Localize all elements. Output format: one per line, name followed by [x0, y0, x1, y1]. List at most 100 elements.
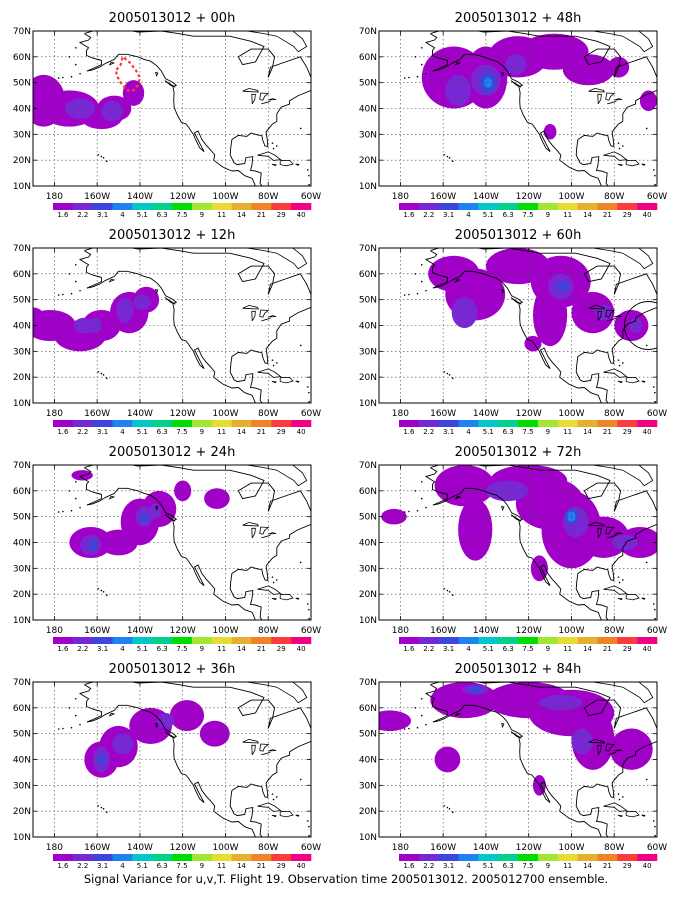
- colorbar-swatch: [53, 420, 74, 427]
- coastline: [257, 368, 282, 378]
- island: [100, 806, 103, 809]
- island: [645, 778, 648, 781]
- colorbar-label: 7.5: [522, 211, 533, 219]
- coastline: [164, 514, 176, 522]
- coastline: [605, 743, 616, 752]
- island: [62, 727, 64, 730]
- lon-tick-label: 140W: [127, 843, 153, 853]
- colorbar-label: 5.1: [137, 645, 148, 653]
- colorbar-label: 40: [643, 645, 652, 653]
- island: [308, 834, 310, 837]
- colorbar-swatch: [498, 203, 519, 210]
- colorbar-swatch: [537, 203, 559, 210]
- colorbar-label: 2.2: [423, 428, 434, 436]
- island: [308, 608, 310, 611]
- coastline: [597, 310, 602, 322]
- island: [70, 292, 73, 295]
- map-panel-3: 2005013012 + 24h 70N 60N 50N 40N 30N 20N 10N 180…: [13, 445, 321, 653]
- lon-tick-label: 180: [392, 843, 409, 853]
- island: [645, 344, 648, 347]
- colorbar-swatch: [478, 203, 499, 210]
- colorbar-swatch: [597, 637, 618, 644]
- lat-tick-label: 20N: [13, 373, 31, 383]
- coastline: [155, 505, 159, 512]
- colorbar-label: 29: [277, 645, 286, 653]
- variance-contour: [445, 74, 471, 106]
- island: [100, 372, 103, 375]
- coastline: [259, 92, 270, 101]
- variance-contour: [204, 488, 230, 509]
- coastline: [295, 597, 300, 600]
- coastline: [78, 31, 311, 186]
- lat-tick-label: 70N: [359, 27, 377, 37]
- lat-tick-label: 50N: [13, 79, 31, 89]
- colorbar-label: 2.2: [423, 645, 434, 653]
- colorbar-label: 1.6: [403, 211, 415, 219]
- lat-tick-label: 20N: [13, 807, 31, 817]
- lon-tick-label: 80W: [258, 626, 278, 636]
- colorbar-swatch: [518, 420, 539, 427]
- lon-tick-label: 140W: [473, 192, 499, 202]
- island: [308, 825, 310, 828]
- colorbar-label: 14: [237, 211, 246, 219]
- island: [275, 362, 278, 364]
- coastline: [279, 593, 294, 601]
- island: [408, 293, 410, 296]
- colorbar-swatch: [211, 420, 232, 427]
- island: [443, 804, 446, 807]
- colorbar-swatch: [271, 637, 292, 644]
- lat-tick-label: 40N: [13, 756, 31, 766]
- lon-tick-label: 140W: [473, 626, 499, 636]
- coastline: [588, 304, 606, 310]
- island: [425, 723, 427, 726]
- coastline: [625, 376, 640, 384]
- coastline: [501, 288, 505, 295]
- island: [618, 581, 621, 584]
- colorbar-label: 6.3: [503, 862, 514, 870]
- coastline: [597, 527, 602, 539]
- lon-tick-label: 120W: [516, 626, 542, 636]
- coastline: [641, 380, 646, 383]
- coastline: [268, 749, 277, 752]
- colorbar-swatch: [597, 203, 618, 210]
- island: [652, 603, 655, 605]
- colorbar-label: 40: [643, 862, 652, 870]
- variance-contour: [532, 284, 568, 347]
- coastline: [501, 71, 505, 78]
- coastline: [625, 593, 640, 601]
- colorbar-swatch: [112, 854, 133, 861]
- coastline: [242, 738, 260, 744]
- island: [652, 386, 655, 388]
- colorbar: 1.6 2.2 3.1 4 5.1 6.3 7.5 9 11 14 21 29 40: [399, 420, 658, 436]
- lon-tick-label: 100W: [558, 409, 584, 419]
- island: [618, 364, 621, 367]
- lon-tick-label: 60W: [301, 409, 321, 419]
- colorbar-swatch: [399, 637, 420, 644]
- island: [102, 591, 105, 593]
- colorbar-label: 14: [583, 211, 592, 219]
- lat-tick-label: 40N: [359, 105, 377, 115]
- coastline: [617, 814, 623, 818]
- coastline: [607, 751, 617, 756]
- colorbar-label: 21: [603, 211, 612, 219]
- variance-contour: [133, 294, 151, 310]
- colorbar-swatch: [458, 854, 479, 861]
- variance-contour: [381, 508, 407, 525]
- lon-tick-label: 60W: [301, 626, 321, 636]
- island: [420, 46, 423, 49]
- map-panel-1: 2005013012 + 00h 70N 60N 50N 40N 30N 20N 10N 180…: [13, 11, 321, 219]
- colorbar-label: 6.3: [503, 428, 514, 436]
- colorbar-swatch: [478, 637, 499, 644]
- colorbar-swatch: [438, 854, 459, 861]
- colorbar-label: 9: [546, 645, 550, 653]
- coastline: [641, 814, 646, 817]
- island: [306, 820, 309, 822]
- island: [451, 811, 454, 813]
- coastline: [108, 495, 116, 500]
- coastline: [603, 802, 628, 812]
- lat-tick-label: 50N: [359, 296, 377, 306]
- island: [102, 157, 105, 159]
- island: [70, 509, 73, 512]
- island: [271, 576, 274, 578]
- island: [451, 594, 454, 596]
